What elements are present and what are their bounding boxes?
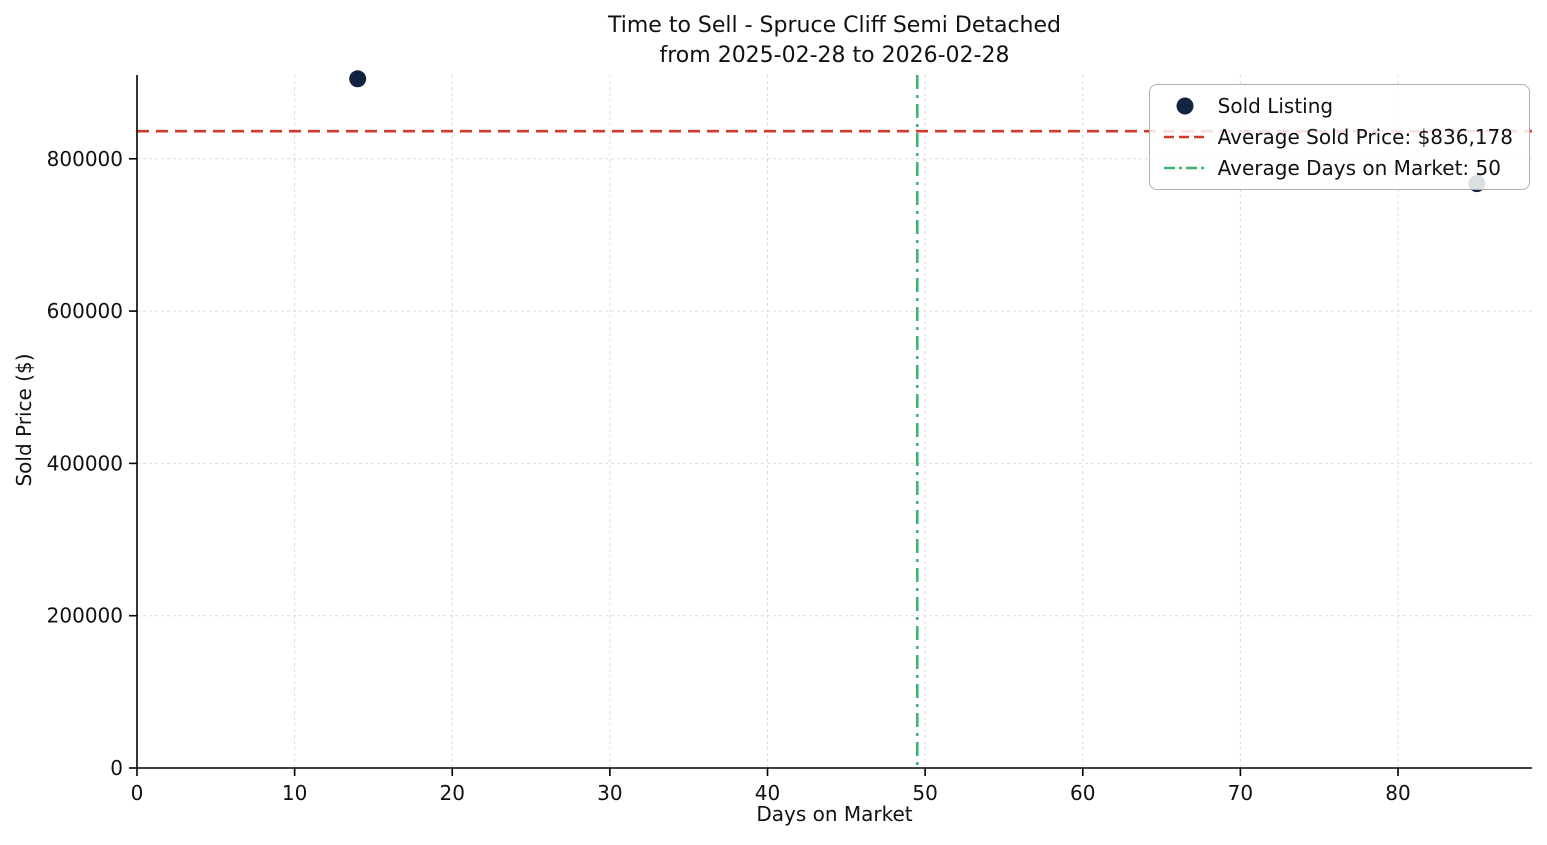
chart-title-line2: from 2025-02-28 to 2026-02-28: [659, 43, 1010, 68]
y-tick-label: 600000: [47, 299, 123, 323]
chart-title-line1: Time to Sell - Spruce Cliff Semi Detache…: [608, 13, 1061, 38]
legend-item-label: Average Days on Market: 50: [1217, 156, 1501, 180]
y-tick-label: 0: [110, 756, 123, 780]
dashed-line-icon: [1163, 135, 1206, 139]
x-tick-label: 50: [912, 781, 937, 805]
chart-title: Time to Sell - Spruce Cliff Semi Detache…: [137, 11, 1532, 71]
x-tick-label: 0: [131, 781, 144, 805]
legend-item: Average Days on Market: 50: [1162, 156, 1513, 180]
legend: Sold Listing Average Sold Price: $836,178…: [1148, 84, 1530, 190]
sold-listing-point: [349, 70, 367, 88]
x-tick-label: 40: [755, 781, 780, 805]
y-tick-label: 800000: [47, 147, 123, 171]
x-axis-label: Days on Market: [756, 802, 913, 826]
x-tick-label: 10: [282, 781, 307, 805]
x-tick-label: 70: [1228, 781, 1253, 805]
legend-item: Sold Listing: [1162, 94, 1513, 118]
y-axis-label: Sold Price ($): [12, 353, 36, 487]
legend-item: Average Sold Price: $836,178: [1162, 125, 1513, 149]
x-tick-label: 20: [440, 781, 465, 805]
legend-item-label: Average Sold Price: $836,178: [1217, 125, 1513, 149]
y-tick-label: 400000: [47, 451, 123, 475]
dashdot-line-icon: [1163, 166, 1206, 170]
x-tick-label: 30: [597, 781, 622, 805]
legend-item-label: Sold Listing: [1217, 94, 1334, 118]
dot-icon: [1176, 97, 1194, 115]
x-tick-label: 80: [1385, 781, 1410, 805]
y-tick-label: 200000: [47, 604, 123, 628]
x-tick-label: 60: [1070, 781, 1095, 805]
